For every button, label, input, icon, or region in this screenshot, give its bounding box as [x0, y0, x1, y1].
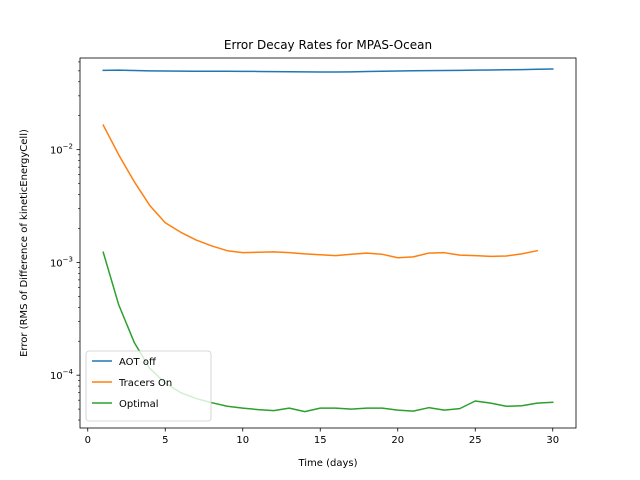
legend-label: AOT off [119, 357, 157, 368]
y-axis-ticks: 10−2 10−3 10−4 [50, 61, 80, 421]
series-line-tracers-on [102, 124, 539, 259]
y-tick-label: 10−2 [50, 143, 73, 157]
legend-box [85, 350, 212, 422]
x-axis-title: Time (days) [297, 458, 357, 469]
x-tick-label: 30 [546, 435, 559, 446]
x-tick-label: 15 [314, 435, 327, 446]
legend-label: Optimal [119, 399, 159, 410]
x-axis-ticks: 0 5 10 15 20 25 30 [85, 428, 559, 446]
x-tick-label: 0 [85, 435, 91, 446]
x-tick-label: 20 [391, 435, 404, 446]
plot-frame [79, 57, 577, 429]
chart-title: Error Decay Rates for MPAS-Ocean [224, 38, 432, 52]
x-tick-label: 10 [236, 435, 249, 446]
series-line-aot-off [102, 68, 554, 73]
y-tick-label: 10−4 [50, 368, 74, 382]
y-axis-title: Error (RMS of Difference of kineticEnerg… [19, 129, 30, 357]
legend: AOT off Tracers On Optimal [85, 350, 212, 422]
x-tick-label: 5 [162, 435, 168, 446]
x-tick-label: 25 [469, 435, 482, 446]
y-tick-label: 10−3 [50, 255, 73, 269]
legend-label: Tracers On [118, 378, 172, 389]
